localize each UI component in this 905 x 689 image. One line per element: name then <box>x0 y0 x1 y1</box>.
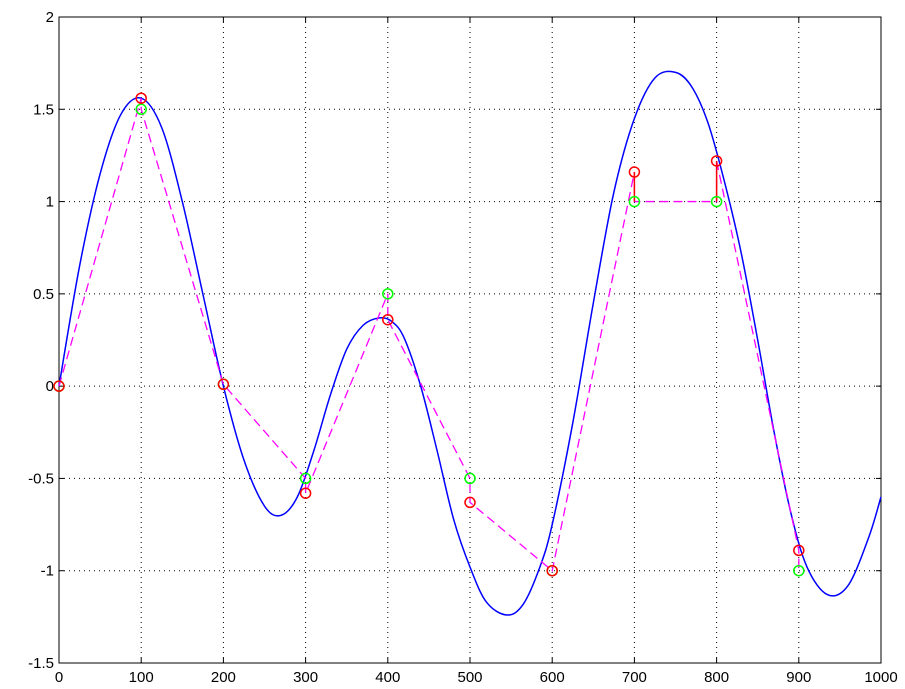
y-tick-label: 2 <box>46 9 54 26</box>
y-tick-label: -1 <box>41 563 54 580</box>
red-marker <box>382 313 394 326</box>
green-marker <box>710 195 723 208</box>
red-marker <box>710 155 723 167</box>
x-tick-label: 800 <box>704 669 729 686</box>
y-tick-label: -0.5 <box>28 470 54 487</box>
x-tick-label: 100 <box>129 669 154 686</box>
red-marker <box>135 92 147 104</box>
x-tick-label: 200 <box>211 669 236 686</box>
x-tick-label: 700 <box>622 669 647 686</box>
series-group <box>53 70 882 616</box>
red-marker <box>464 496 476 509</box>
x-tick-label: 500 <box>457 669 482 686</box>
x-tick-label: 600 <box>540 669 565 686</box>
red-marker <box>299 487 312 499</box>
y-tick-label: 0 <box>46 378 54 395</box>
grid <box>59 17 881 663</box>
x-tick-label: 300 <box>293 669 318 686</box>
y-tick-label: 1.5 <box>33 101 54 118</box>
y-tick-label: 1 <box>46 194 54 211</box>
green-marker <box>135 103 147 116</box>
green-marker <box>464 472 476 485</box>
x-tick-label: 1000 <box>864 669 897 686</box>
y-tick-label: 0.5 <box>33 286 54 303</box>
x-tick-label: 0 <box>55 669 63 686</box>
green-marker <box>793 564 805 577</box>
red-marker <box>628 166 641 178</box>
x-tick-label: 900 <box>786 669 811 686</box>
series-curve <box>58 70 882 616</box>
red-marker <box>793 544 805 557</box>
green-marker <box>299 472 312 485</box>
series-dashed-line <box>58 98 800 572</box>
axis-ticks <box>58 16 882 664</box>
red-marker <box>546 564 558 577</box>
green-marker <box>628 195 641 208</box>
red-marker <box>53 380 65 392</box>
x-tick-label: 400 <box>375 669 400 686</box>
tick-labels: 0 100 200 300 400 500 600 700 800 900 1000 -1.5 -1 -0… <box>28 9 898 686</box>
y-tick-label: -1.5 <box>28 655 54 672</box>
green-marker <box>382 288 394 300</box>
red-marker <box>217 378 230 391</box>
